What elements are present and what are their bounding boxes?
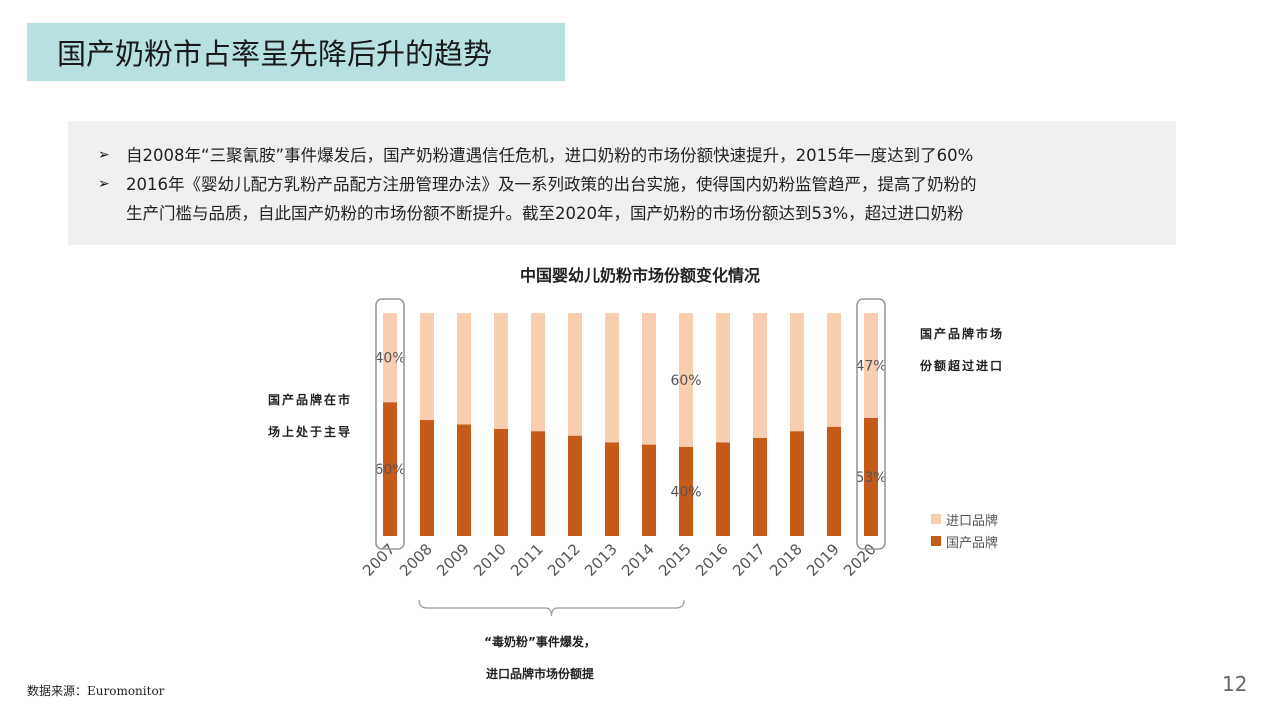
x-tick-label-2018: 2018 [766, 540, 806, 580]
bar-domestic-2019 [827, 426, 841, 536]
left-annotation-line: 国产品牌在市 [268, 393, 353, 407]
highlight-box-2020 [856, 298, 886, 550]
bar-domestic-2011 [531, 431, 545, 536]
page-number: 12 [1222, 672, 1248, 696]
bar-imported-2011 [531, 313, 545, 432]
bar-imported-2015 [679, 313, 693, 447]
legend-item-imported: 进口品牌 [931, 508, 998, 530]
left-annotation: 国产品牌在市 场上处于主导 [268, 384, 352, 448]
legend-item-domestic: 国产品牌 [931, 530, 998, 552]
chart-legend: 进口品牌 国产品牌 [931, 508, 998, 552]
data-label-2007-domestic: 60% [374, 462, 405, 478]
summary-bullet-line: 生产门槛与品质，自此国产奶粉的市场份额不断提升。截至2020年，国产奶粉的市场份… [126, 204, 964, 223]
x-tick-label-2008: 2008 [396, 540, 436, 580]
bar-domestic-2012 [568, 435, 582, 536]
left-annotation-line: 场上处于主导 [268, 425, 353, 439]
bar-domestic-2010 [494, 428, 508, 536]
right-annotation-line: 国产品牌市场 [920, 327, 1005, 341]
bar-imported-2018 [790, 313, 804, 432]
bar-domestic-2008 [420, 420, 434, 536]
bar-imported-2013 [605, 313, 619, 443]
x-tick-label-2012: 2012 [544, 540, 584, 580]
legend-label-imported: 进口品牌 [946, 513, 999, 529]
x-tick-label-2010: 2010 [470, 540, 510, 580]
bar-domestic-2015 [679, 446, 693, 536]
data-label-2007-imported: 40% [374, 351, 405, 367]
x-tick-label-2015: 2015 [655, 540, 695, 580]
bar-imported-2014 [642, 313, 656, 445]
x-tick-label-2014: 2014 [618, 540, 658, 580]
x-tick-label-2009: 2009 [433, 540, 473, 580]
chart-title: 中国婴幼儿奶粉市场份额变化情况 [519, 266, 760, 285]
bar-imported-2012 [568, 313, 582, 436]
summary-bullet-text: 自2008年“三聚氰胺”事件爆发后，国产奶粉遭遇信任危机，进口奶粉的市场份额快速… [126, 146, 974, 165]
x-tick-label-2016: 2016 [692, 540, 732, 580]
page-title: 国产奶粉市占率呈先降后升的趋势 [57, 37, 493, 71]
bar-imported-2019 [827, 313, 841, 427]
highlight-box-2007 [375, 298, 405, 550]
summary-bullet: ➢ 自2008年“三聚氰胺”事件爆发后，国产奶粉遭遇信任危机，进口奶粉的市场份额… [98, 141, 1156, 170]
x-tick-label-2007: 2007 [359, 540, 399, 580]
bar-imported-2008 [420, 313, 434, 421]
summary-box: ➢ 自2008年“三聚氰胺”事件爆发后，国产奶粉遭遇信任危机，进口奶粉的市场份额… [68, 121, 1176, 245]
bracket-annotation-line: 进口品牌市场份额提 [485, 667, 594, 681]
data-label-2020-domestic: 53% [855, 470, 886, 486]
bar-domestic-2009 [457, 424, 471, 536]
x-tick-label-2019: 2019 [803, 540, 843, 580]
bar-imported-2016 [716, 313, 730, 443]
data-label-2015-imported: 60% [670, 373, 701, 389]
bar-imported-2007 [383, 313, 397, 403]
bar-domestic-2007 [383, 402, 397, 536]
bar-domestic-2013 [605, 442, 619, 536]
summary-bullet: ➢ 2016年《婴幼儿配方乳粉产品配方注册管理办法》及一系列政策的出台实施，使得… [98, 170, 1156, 228]
x-tick-label-2013: 2013 [581, 540, 621, 580]
bar-domestic-2016 [716, 442, 730, 536]
arrow-bullet-icon: ➢ [98, 147, 110, 163]
bar-domestic-2018 [790, 431, 804, 536]
data-label-2015-domestic: 40% [670, 484, 701, 500]
x-tick-label-2011: 2011 [507, 540, 547, 580]
arrow-bullet-icon: ➢ [98, 176, 110, 192]
bar-imported-2017 [753, 313, 767, 438]
legend-swatch-imported [931, 514, 941, 524]
legend-swatch-domestic [931, 536, 941, 546]
bar-imported-2009 [457, 313, 471, 425]
x-tick-label-2020: 2020 [840, 540, 880, 580]
x-tick-label-2017: 2017 [729, 540, 769, 580]
range-bracket [418, 599, 685, 617]
bar-domestic-2017 [753, 437, 767, 536]
bar-domestic-2020 [864, 417, 878, 536]
bar-domestic-2014 [642, 444, 656, 536]
right-annotation: 国产品牌市场 份额超过进口 [920, 318, 1004, 382]
data-source: 数据来源：Euromonitor [27, 684, 165, 698]
bar-imported-2010 [494, 313, 508, 429]
summary-bullet-line: 2016年《婴幼儿配方乳粉产品配方注册管理办法》及一系列政策的出台实施，使得国内… [126, 175, 977, 194]
right-annotation-line: 份额超过进口 [920, 359, 1005, 373]
bracket-annotation-line: “毒奶粉”事件爆发， [484, 635, 596, 649]
bracket-annotation: “毒奶粉”事件爆发， 进口品牌市场份额提 [440, 626, 640, 690]
data-label-2020-imported: 47% [855, 358, 886, 374]
bar-imported-2020 [864, 313, 878, 418]
legend-label-domestic: 国产品牌 [946, 535, 999, 551]
title-banner: 国产奶粉市占率呈先降后升的趋势 [27, 23, 565, 81]
